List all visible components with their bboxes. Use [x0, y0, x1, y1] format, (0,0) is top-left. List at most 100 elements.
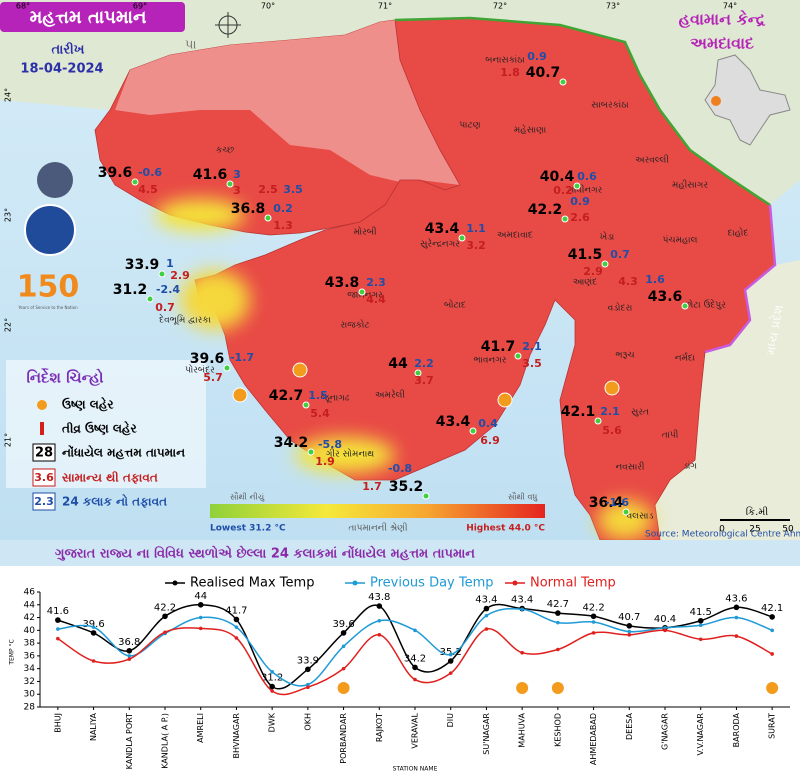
- station-dot: [559, 78, 567, 86]
- data-label: 44: [194, 591, 207, 602]
- station-change: -0.8: [388, 462, 412, 475]
- scale-tick: 50: [782, 525, 794, 535]
- station-max: 43.8: [325, 275, 360, 291]
- station-max: 40.7: [526, 65, 561, 81]
- date-label: તારીખ: [52, 41, 85, 58]
- legend-marker: [172, 580, 178, 586]
- station-normal-diff: 4.4: [366, 293, 386, 306]
- y-tick-label: 42: [24, 613, 35, 623]
- station-max: 35.2: [389, 479, 424, 495]
- lon-label: 69°: [133, 2, 147, 11]
- station-change: 2.2: [414, 357, 434, 370]
- station-change: -0.6: [138, 166, 162, 179]
- station-max: 41.7: [481, 339, 516, 355]
- point: [340, 630, 347, 636]
- district-label: બનાસકાંઠા: [485, 55, 524, 66]
- station-dot: [594, 417, 602, 425]
- district-label: ભરૂચ: [615, 351, 634, 361]
- point: [162, 613, 168, 620]
- colorbar-highest: Highest 44.0 °C: [466, 524, 545, 534]
- x-tick-label: BHVNAGAR: [232, 713, 241, 759]
- station-change: 3: [233, 168, 241, 181]
- gujarat-inset: [711, 96, 721, 106]
- point: [91, 659, 96, 663]
- station-change: 0.9: [527, 50, 547, 63]
- point: [698, 637, 703, 642]
- legend-label: Previous Day Temp: [370, 576, 494, 591]
- scale-tick: 0: [719, 525, 725, 535]
- station-dot: [358, 288, 366, 296]
- station-normal-diff: 3.2: [466, 239, 486, 252]
- x-tick-label: VERAVAL: [411, 712, 420, 748]
- data-label: 43.6: [725, 593, 747, 604]
- district-label: ગાંધીનગર: [568, 185, 603, 196]
- station-normal-diff: 1.8: [500, 66, 520, 79]
- data-label: 42.7: [547, 599, 569, 610]
- point: [270, 670, 274, 674]
- colorbar-range: તાપમાનની શ્રેણી: [348, 521, 408, 533]
- point: [734, 634, 739, 638]
- point: [269, 683, 275, 690]
- x-axis-label: STATION NAME: [393, 766, 438, 773]
- point: [163, 630, 167, 635]
- point: [556, 620, 560, 625]
- cool-zones: [155, 199, 653, 540]
- legend-text: નોંધાયેલ મહત્તમ તાપમાન: [62, 444, 185, 459]
- state-border: [394, 16, 771, 207]
- logo-150: 150: [17, 270, 80, 305]
- station-normal-diff: 2.6: [570, 211, 590, 224]
- point: [233, 616, 240, 623]
- station-dot: [158, 270, 166, 278]
- station-dot: [302, 401, 310, 409]
- point: [448, 652, 453, 657]
- point: [198, 615, 203, 620]
- district-label: સુરત: [631, 408, 649, 418]
- heat-icon: [604, 380, 620, 396]
- point: [769, 614, 775, 620]
- point: [198, 626, 203, 631]
- station-dot: [226, 180, 234, 188]
- station-change: -5.8: [318, 438, 342, 451]
- point: [306, 685, 310, 689]
- district-label: પાટણ: [459, 121, 480, 131]
- neighbour-label: પા: [185, 38, 197, 53]
- legend-text: 24 કલાક નો તફાવત: [62, 494, 167, 509]
- station-change: 1.5: [308, 389, 328, 402]
- x-tick-label: V.V.NAGAR: [696, 713, 705, 756]
- point: [197, 601, 204, 608]
- district-label: ગીર સોમનાથ: [326, 448, 374, 460]
- station-change: 0.4: [478, 417, 498, 430]
- point: [413, 677, 417, 682]
- district-label: અમરેલી: [375, 388, 405, 400]
- data-label: 31.2: [261, 673, 283, 684]
- point: [734, 615, 739, 620]
- station-max: 34.2: [274, 435, 309, 451]
- heat-icon: [497, 392, 513, 408]
- severe-icon: [40, 422, 44, 435]
- district-label: દાહોદ: [728, 227, 749, 239]
- district-label: પોરબંદર: [185, 364, 215, 376]
- logo-caption: Years of Service to the Nation: [17, 305, 78, 310]
- station-normal-diff: 2.9: [170, 269, 190, 282]
- district-label: મોરબી: [353, 226, 376, 238]
- scale-tick: 25: [749, 525, 760, 535]
- point: [306, 682, 310, 687]
- y-tick-label: 38: [24, 639, 36, 649]
- data-label: 42.2: [154, 602, 176, 613]
- district-label: બોટાદ: [444, 299, 466, 311]
- data-label: 43.8: [368, 592, 390, 603]
- district-label: દેવભૂમિ દ્વારકા: [159, 313, 211, 326]
- point: [590, 613, 597, 620]
- y-tick-label: 44: [24, 600, 36, 610]
- station-normal-diff: 4.5: [138, 183, 158, 196]
- title: મહત્તમ તાપમાન: [30, 7, 147, 28]
- data-label: 39.6: [82, 619, 104, 630]
- lon-label: 71°: [378, 2, 392, 11]
- data-label: 40.4: [654, 614, 676, 625]
- point: [591, 620, 596, 624]
- lat-label: 21°: [4, 433, 13, 447]
- neighbour-land: [655, 260, 800, 540]
- point: [413, 628, 417, 633]
- station-max: 43.4: [425, 221, 460, 237]
